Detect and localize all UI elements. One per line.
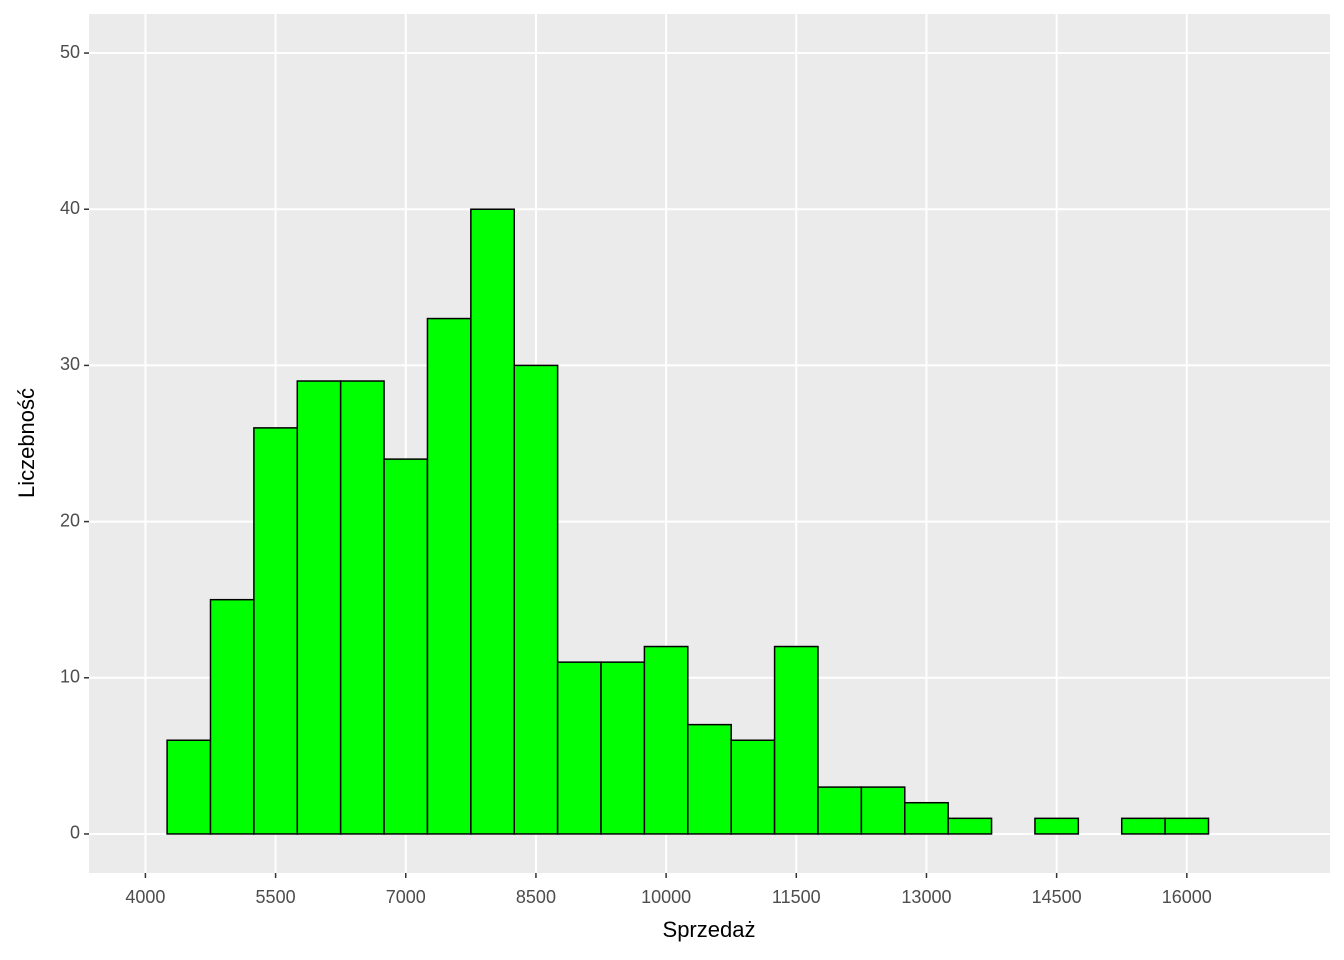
- bar: [947, 817, 993, 835]
- y-tick-label: 20: [60, 510, 80, 530]
- y-axis-title: Liczebność: [14, 388, 39, 498]
- bar: [513, 364, 559, 835]
- bar: [1120, 817, 1166, 835]
- y-tick-label: 30: [60, 354, 80, 374]
- bar: [773, 645, 819, 835]
- bar: [860, 786, 906, 835]
- bar: [1034, 817, 1080, 835]
- x-tick-label: 13000: [901, 887, 951, 907]
- bar: [687, 723, 732, 835]
- x-tick-label: 11500: [772, 887, 821, 907]
- x-tick-label: 8500: [516, 887, 556, 907]
- bar: [426, 317, 472, 835]
- bar: [253, 427, 299, 835]
- y-tick-label: 50: [60, 42, 80, 62]
- y-tick-label: 40: [60, 198, 80, 218]
- bar: [556, 661, 602, 835]
- bar: [470, 208, 515, 835]
- bar: [600, 661, 646, 835]
- bar: [1164, 817, 1210, 835]
- x-tick-label: 16000: [1162, 887, 1212, 907]
- y-tick-label: 10: [60, 667, 80, 687]
- x-tick-label: 4000: [125, 887, 165, 907]
- bar: [904, 801, 949, 835]
- y-tick-label: 0: [70, 823, 80, 843]
- bar: [730, 739, 776, 835]
- bar: [166, 739, 212, 835]
- bar: [643, 645, 689, 835]
- bar: [339, 380, 385, 835]
- bar: [817, 786, 863, 835]
- bar: [383, 458, 429, 835]
- x-tick-label: 10000: [641, 887, 691, 907]
- bar: [296, 380, 342, 835]
- x-tick-label: 5500: [256, 887, 296, 907]
- x-axis-title: Sprzedaż: [663, 917, 756, 942]
- x-tick-label: 14500: [1032, 887, 1082, 907]
- x-tick-label: 7000: [386, 887, 426, 907]
- bar: [209, 598, 255, 835]
